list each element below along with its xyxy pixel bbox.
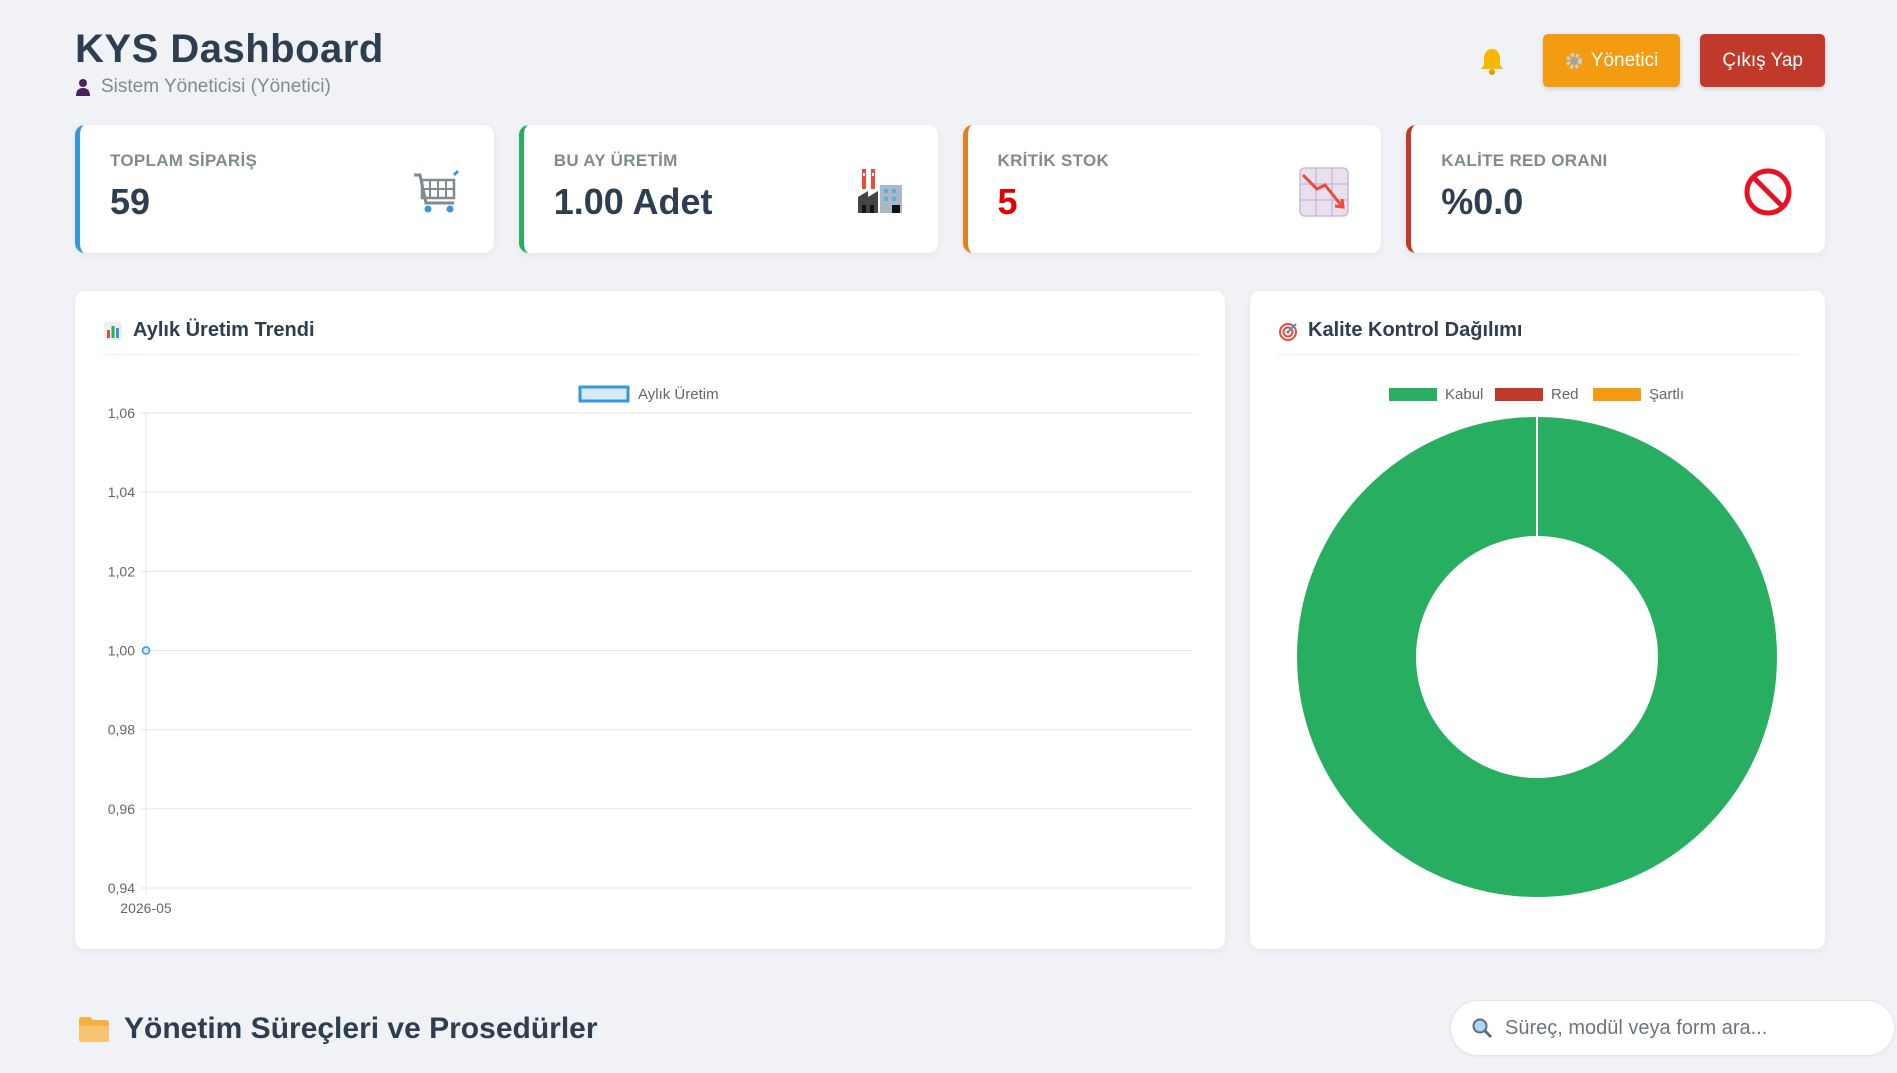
y-tick-label: 1,02 [108, 563, 135, 579]
legend-swatch [1389, 388, 1437, 401]
target-icon [1279, 322, 1297, 341]
quality-control-panel: Kalite Kontrol Dağılımı Kabul Red Şartlı [1250, 291, 1825, 949]
line-chart: Aylık Üretim 1,06 1,04 1,02 1,00 0,98 0,96 0,94… [108, 385, 1192, 916]
legend-swatch [1495, 388, 1543, 401]
x-tick-label: 2026-05 [120, 900, 172, 916]
legend-swatch [1593, 388, 1641, 401]
y-tick-label: 0,96 [108, 801, 135, 817]
card-value: 5 [997, 181, 1018, 222]
legend-label: Şartlı [1649, 386, 1684, 403]
y-tick-label: 0,94 [108, 880, 135, 896]
divider [103, 354, 1199, 355]
factory-icon [857, 169, 902, 213]
production-trend-panel: Aylık Üretim Trendi Aylık Üretim 1,06 1,04… [75, 291, 1225, 949]
page-title: KYS Dashboard [75, 27, 384, 71]
card-label: KALİTE RED ORANI [1441, 151, 1608, 170]
logout-button[interactable]: Çıkış Yap [1700, 34, 1825, 87]
logout-button-label: Çıkış Yap [1722, 49, 1803, 71]
legend-label: Kabul [1445, 386, 1483, 403]
y-tick-label: 1,06 [108, 405, 135, 421]
data-point [141, 646, 151, 655]
y-tick-label: 1,00 [108, 643, 135, 659]
section-title-text: Yönetim Süreçleri ve Prosedürler [124, 1012, 598, 1045]
card-label: BU AY ÜRETİM [553, 151, 678, 170]
legend-label: Aylık Üretim [638, 385, 719, 403]
prohibited-icon [1744, 168, 1792, 216]
user-info: Sistem Yöneticisi (Yönetici) [75, 76, 384, 98]
card-monthly-production[interactable]: BU AY ÜRETİM 1.00 Adet [518, 125, 938, 253]
card-value: 1.00 Adet [553, 181, 713, 222]
user-role-text: Sistem Yöneticisi (Yönetici) [101, 76, 331, 97]
admin-button[interactable]: Yönetici [1542, 34, 1681, 87]
card-label: TOPLAM SİPARİŞ [110, 151, 258, 170]
folder-icon [79, 1017, 109, 1042]
card-quality-reject-rate[interactable]: KALİTE RED ORANI %0.0 [1406, 125, 1825, 253]
card-total-orders[interactable]: TOPLAM SİPARİŞ 59 [75, 125, 494, 253]
panel-title-text: Kalite Kontrol Dağılımı [1308, 319, 1523, 341]
y-tick-label: 1,04 [108, 484, 135, 500]
panel-title-text: Aylık Üretim Trendi [133, 319, 315, 341]
page-header: KYS Dashboard Sistem Yöneticisi (Yönetic… [75, 24, 384, 98]
search-input[interactable] [1503, 1015, 1867, 1041]
bar-chart-icon [104, 321, 122, 340]
card-critical-stock[interactable]: KRİTİK STOK 5 [962, 125, 1382, 253]
stat-cards: TOPLAM SİPARİŞ 59 BU AY ÜRETİM 1.00 Adet [75, 125, 1825, 253]
shopping-cart-icon [413, 169, 459, 213]
chart-decreasing-icon [1299, 167, 1349, 217]
admin-button-label: Yönetici [1590, 49, 1659, 71]
card-value: %0.0 [1441, 181, 1524, 222]
donut-chart: Kabul Red Şartlı [1297, 386, 1777, 897]
panel-title: Kalite Kontrol Dağılımı [1278, 319, 1522, 342]
y-tick-label: 0,98 [108, 722, 135, 738]
gear-icon [1565, 52, 1582, 69]
legend-label: Red [1551, 386, 1579, 403]
search-box[interactable] [1450, 1000, 1895, 1056]
header-actions: Yönetici Çıkış Yap [1475, 34, 1825, 87]
user-icon [76, 79, 90, 96]
divider [1278, 354, 1799, 355]
card-label: KRİTİK STOK [997, 151, 1110, 170]
notification-bell-icon[interactable] [1475, 44, 1509, 78]
legend-swatch [578, 385, 630, 403]
card-value: 59 [110, 181, 151, 222]
search-icon [1472, 1018, 1493, 1039]
section-title: Yönetim Süreçleri ve Prosedürler [78, 1012, 598, 1046]
panel-title: Aylık Üretim Trendi [103, 319, 315, 342]
